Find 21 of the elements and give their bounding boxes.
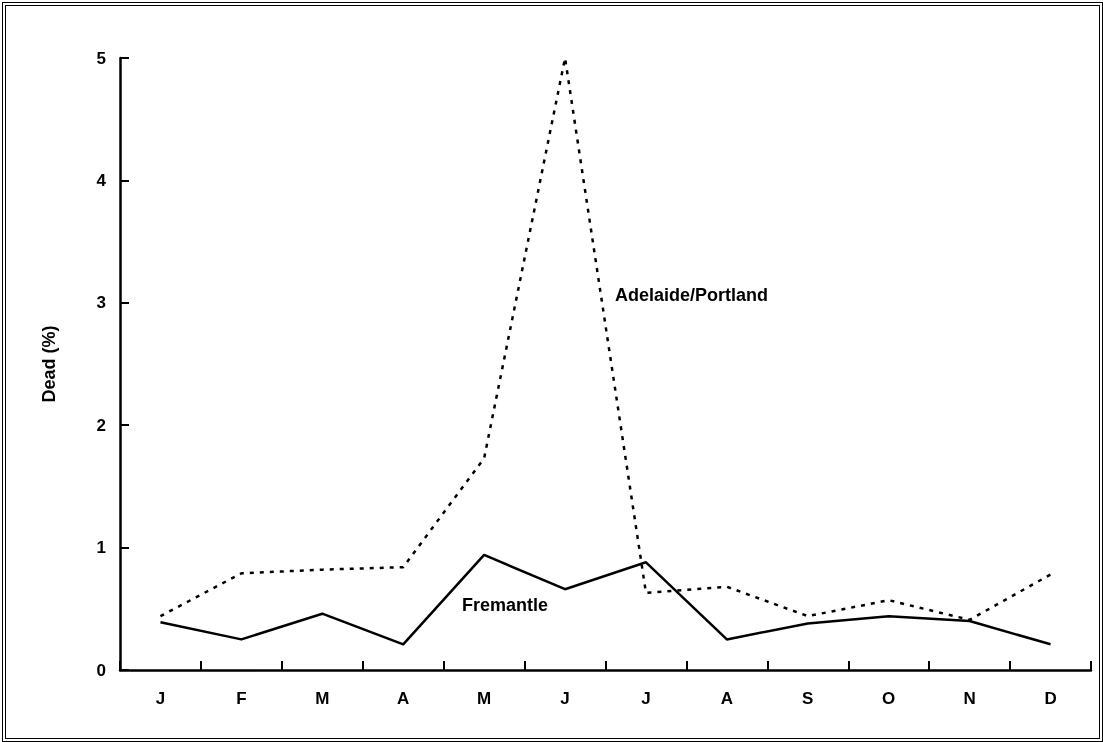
- y-tick-label: 5: [96, 48, 106, 68]
- x-tick-label: A: [397, 689, 410, 708]
- x-tick-label: N: [963, 689, 976, 708]
- y-tick-label: 4: [96, 170, 107, 190]
- x-tick-label: A: [720, 689, 734, 708]
- y-axis-title: Dead (%): [39, 325, 59, 403]
- x-tick-label: D: [1044, 689, 1057, 708]
- y-tick-label: 2: [96, 415, 106, 435]
- y-tick-label: 0: [96, 660, 106, 680]
- series-label: Adelaide/Portland: [615, 285, 769, 305]
- x-tick-label: S: [802, 689, 814, 708]
- x-tick-label: F: [236, 689, 247, 708]
- x-tick-label: J: [560, 689, 570, 708]
- y-tick-label: 1: [96, 538, 106, 558]
- x-tick-label: M: [315, 689, 330, 708]
- x-tick-label: J: [641, 689, 651, 708]
- x-tick-label: O: [882, 689, 896, 708]
- y-tick-label: 3: [96, 293, 106, 313]
- x-tick-label: J: [155, 689, 166, 708]
- series-label: Fremantle: [462, 595, 549, 615]
- x-tick-label: M: [477, 689, 492, 708]
